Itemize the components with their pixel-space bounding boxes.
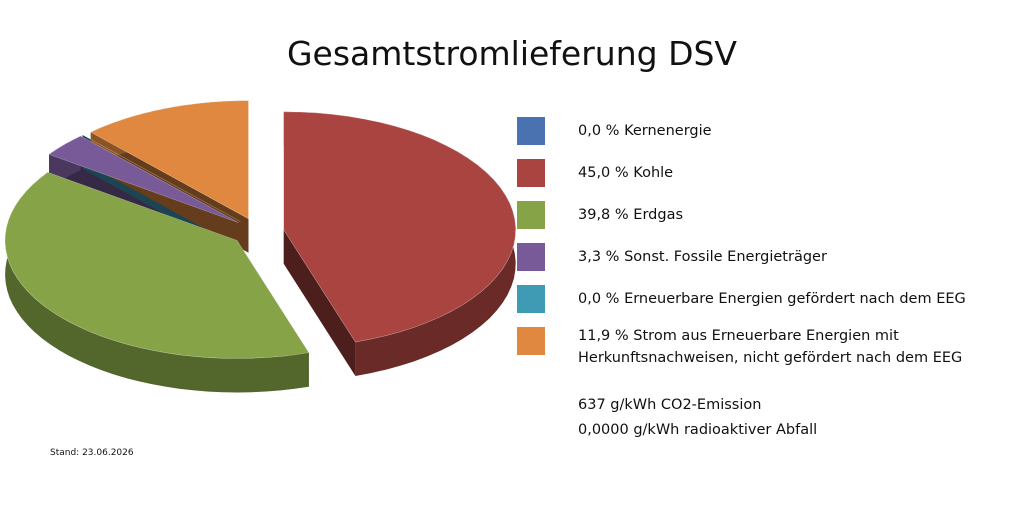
legend-entry: 11,9 % Strom aus Erneuerbare Energien mi… xyxy=(578,325,973,369)
legend-entry: 39,8 % Erdgas xyxy=(578,204,973,226)
legend-label: Kohle xyxy=(633,165,674,181)
chart-title: Gesamtstromlieferung DSV xyxy=(286,34,737,73)
slice xyxy=(283,111,517,343)
legend-label: Kernenergie xyxy=(624,123,712,139)
value-label: 0,0 % xyxy=(578,123,620,139)
legend-entry: 45,0 % Kohle xyxy=(578,162,973,184)
annotation: 0,0000 g/kWh radioaktiver Abfall xyxy=(578,422,818,438)
value-label: 0,0 % xyxy=(578,291,620,307)
slice xyxy=(4,171,310,359)
value-label: 39,8 % xyxy=(578,207,629,223)
legend-entry: 0,0 % Erneuerbare Energien gefördert nac… xyxy=(578,288,973,310)
slice-wall xyxy=(5,172,309,393)
slice xyxy=(82,134,241,222)
value-label: 3,3 % xyxy=(578,249,620,265)
annotation: 637 g/kWh CO2-Emission xyxy=(578,397,762,413)
legend-entry: 0,0 % Kernenergie xyxy=(578,120,973,142)
slice xyxy=(48,135,239,223)
value-label: 45,0 % xyxy=(578,165,629,181)
legend-swatch xyxy=(517,327,545,355)
value-label: 11,9 % xyxy=(578,328,629,344)
annotation: Stand: 23.06.2026 xyxy=(50,448,134,458)
legend-swatch xyxy=(517,159,545,187)
legend-swatch xyxy=(517,285,545,313)
legend-swatch xyxy=(517,201,545,229)
slice xyxy=(90,100,249,220)
legend-swatch xyxy=(517,243,545,271)
legend-label: Strom aus Erneuerbare Energien mit Herku… xyxy=(578,328,963,366)
slice-side xyxy=(283,229,356,376)
legend-label: Erdgas xyxy=(633,207,684,223)
legend-label: Erneuerbare Energien gefördert nach dem … xyxy=(624,291,966,307)
legend-swatch xyxy=(517,117,545,145)
legend-entry: 3,3 % Sonst. Fossile Energieträger xyxy=(578,246,973,268)
legend-label: Sonst. Fossile Energieträger xyxy=(624,249,827,265)
